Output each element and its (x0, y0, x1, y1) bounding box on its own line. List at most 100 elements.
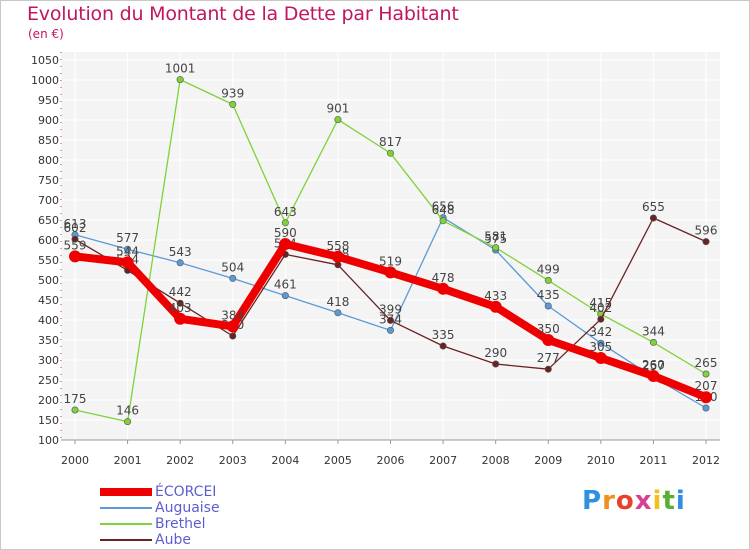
data-point (386, 316, 394, 324)
logo-letter: o (615, 486, 635, 516)
data-point (331, 250, 344, 263)
data-point (544, 302, 552, 310)
data-label: 656 (432, 200, 455, 214)
data-point (492, 244, 500, 252)
data-label: 399 (379, 302, 402, 316)
data-label: 265 (695, 356, 718, 370)
data-label: 643 (274, 205, 297, 219)
data-label: 602 (64, 221, 87, 235)
y-tick-label: 200 (38, 394, 59, 407)
data-label: 596 (695, 224, 718, 238)
y-tick-label: 300 (38, 354, 59, 367)
legend-item: ÉCORCEI (100, 484, 300, 500)
y-tick-label: 1050 (31, 54, 59, 67)
legend-swatch (100, 523, 152, 525)
data-label: 290 (484, 346, 507, 360)
data-label: 575 (484, 232, 507, 246)
data-label: 305 (589, 340, 612, 354)
data-point (489, 300, 502, 313)
x-tick-label: 2009 (534, 454, 562, 467)
legend-item: Auguaise (100, 500, 300, 516)
data-point (437, 282, 450, 295)
x-tick-label: 2000 (61, 454, 89, 467)
y-tick-label: 450 (38, 294, 59, 307)
data-label: 499 (537, 262, 560, 276)
data-label: 342 (589, 325, 612, 339)
data-label: 257 (642, 359, 665, 373)
data-point (439, 217, 447, 225)
y-tick-label: 700 (38, 194, 59, 207)
data-point (542, 334, 555, 346)
data-point (702, 238, 710, 246)
data-point (702, 404, 710, 412)
data-point (649, 338, 657, 346)
data-point (439, 342, 447, 350)
data-point (176, 259, 184, 267)
proxiti-logo: Proxiti (582, 486, 686, 516)
y-tick-label: 750 (38, 174, 59, 187)
chart-title: Evolution du Montant de la Dette par Hab… (27, 3, 459, 25)
legend-item: Brethel (100, 516, 300, 532)
data-label: 335 (432, 328, 455, 342)
y-tick-label: 550 (38, 254, 59, 267)
data-label: 577 (116, 231, 139, 245)
x-tick-label: 2003 (219, 454, 247, 467)
chart-legend: ÉCORCEI Auguaise Brethel Aube (100, 484, 300, 548)
logo-letter: i (652, 486, 663, 516)
data-point (279, 238, 292, 250)
data-label: 207 (695, 379, 718, 393)
legend-swatch (100, 507, 152, 509)
data-label: 590 (274, 226, 297, 240)
data-label: 384 (221, 308, 244, 322)
logo-letter: i (675, 486, 686, 516)
data-point (69, 250, 81, 263)
x-tick-label: 2007 (429, 454, 457, 467)
y-tick-label: 100 (38, 434, 59, 447)
data-label: 655 (642, 200, 665, 214)
chart-subtitle: (en €) (28, 27, 64, 41)
data-label: 901 (326, 102, 349, 116)
y-tick-label: 150 (38, 414, 59, 427)
data-point (594, 352, 607, 364)
data-label: 433 (484, 289, 507, 303)
y-tick-label: 500 (38, 274, 59, 287)
data-point (334, 116, 342, 124)
data-label: 817 (379, 135, 402, 149)
x-tick-label: 2012 (692, 454, 720, 467)
y-tick-label: 650 (38, 214, 59, 227)
data-label: 1001 (165, 62, 196, 76)
data-point (384, 266, 397, 279)
data-label: 504 (221, 260, 244, 274)
y-tick-label: 950 (38, 94, 59, 107)
data-point (124, 418, 132, 426)
data-point (176, 299, 184, 307)
data-label: 648 (432, 203, 455, 217)
data-point (229, 100, 237, 108)
y-tick-label: 850 (38, 134, 59, 147)
data-point (174, 312, 187, 325)
data-point (544, 276, 552, 284)
data-label: 277 (537, 351, 560, 365)
x-tick-label: 2011 (639, 454, 667, 467)
x-tick-label: 2006 (377, 454, 405, 467)
data-label: 559 (64, 238, 87, 252)
logo-letter: P (582, 486, 603, 516)
data-point (334, 309, 342, 317)
data-point (121, 256, 134, 269)
legend-label: Auguaise (155, 500, 220, 516)
data-label: 418 (326, 295, 349, 309)
data-label: 402 (589, 301, 612, 315)
y-tick-label: 250 (38, 374, 59, 387)
data-label: 613 (64, 217, 87, 231)
data-label: 478 (432, 271, 455, 285)
data-label: 260 (642, 358, 665, 372)
data-point (71, 406, 79, 414)
data-point (492, 360, 500, 368)
data-label: 344 (642, 324, 665, 338)
data-point (229, 274, 237, 282)
data-point (649, 214, 657, 222)
data-label: 442 (169, 285, 192, 299)
x-tick-label: 2001 (114, 454, 142, 467)
y-tick-label: 400 (38, 314, 59, 327)
